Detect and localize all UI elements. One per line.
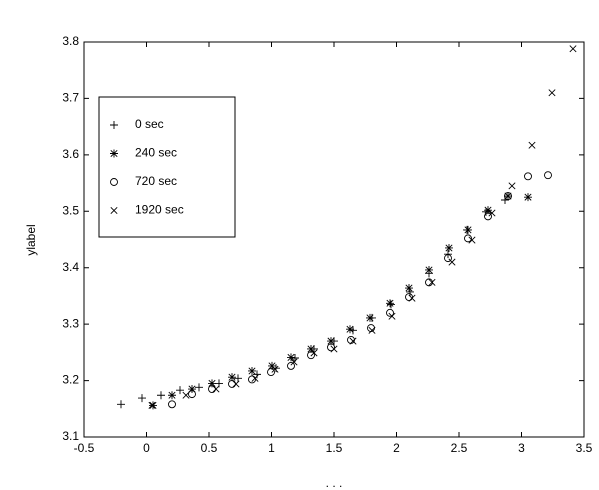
data-point <box>468 236 476 244</box>
data-point <box>569 45 577 53</box>
data-point <box>248 366 256 375</box>
data-point <box>405 284 413 293</box>
data-point <box>428 278 436 286</box>
data-point <box>168 400 176 409</box>
data-point <box>271 365 279 373</box>
y-tick-label: 3.3 <box>62 316 79 330</box>
data-point <box>508 182 516 190</box>
data-point <box>327 337 335 346</box>
data-point <box>346 325 354 334</box>
data-point <box>366 313 374 322</box>
x-tick-label: 0 <box>143 441 150 455</box>
data-point <box>208 379 216 388</box>
data-point <box>307 344 315 353</box>
data-point <box>232 380 240 388</box>
legend-marker <box>110 178 118 186</box>
data-point <box>524 193 532 202</box>
data-point <box>188 390 196 399</box>
data-point <box>287 361 295 370</box>
legend-label: 240 sec <box>135 146 177 160</box>
data-point <box>330 345 338 353</box>
data-point <box>117 400 125 409</box>
y-tick-label: 3.6 <box>62 147 79 161</box>
legend-label: 1920 sec <box>135 203 184 217</box>
data-point <box>368 326 376 334</box>
x-axis-label: . . . <box>326 476 343 490</box>
data-point <box>188 385 196 394</box>
legend-marker <box>110 149 118 158</box>
data-point <box>228 373 236 382</box>
data-point <box>464 234 472 243</box>
data-point <box>444 254 452 263</box>
data-point <box>253 370 261 379</box>
data-point <box>488 209 496 217</box>
legend-label: 0 sec <box>135 117 164 131</box>
data-point <box>548 89 556 97</box>
data-point <box>504 192 512 201</box>
data-point <box>544 171 552 180</box>
data-point <box>195 383 203 392</box>
data-point <box>464 225 472 234</box>
x-tick-label: -0.5 <box>74 441 95 455</box>
data-point <box>234 374 242 383</box>
y-tick-label: 3.5 <box>62 203 79 217</box>
data-point <box>408 294 416 302</box>
y-tick-label: 3.1 <box>62 429 79 443</box>
data-point <box>157 391 165 400</box>
data-point <box>267 368 275 377</box>
data-point <box>445 243 453 252</box>
data-point <box>168 391 176 400</box>
data-point <box>448 258 456 266</box>
legend-marker <box>110 206 118 215</box>
data-point <box>138 394 146 403</box>
data-point <box>524 172 532 181</box>
x-tick-label: 2 <box>393 441 400 455</box>
data-point <box>287 353 295 362</box>
data-point <box>212 385 220 393</box>
data-point <box>504 192 512 200</box>
data-point <box>251 374 259 382</box>
x-tick-label: 3 <box>518 441 525 455</box>
legend-label: 720 sec <box>135 174 177 188</box>
x-tick-label: 2.5 <box>451 441 468 455</box>
data-point <box>149 401 157 410</box>
legend-marker <box>110 121 118 129</box>
data-point <box>388 312 396 320</box>
x-tick-label: 1 <box>268 441 275 455</box>
data-point <box>307 351 315 360</box>
x-tick-label: 3.5 <box>576 441 593 455</box>
data-point <box>484 212 492 221</box>
data-point <box>386 308 394 317</box>
data-point <box>310 349 318 357</box>
data-point <box>327 343 335 352</box>
x-tick-label: 0.5 <box>201 441 218 455</box>
y-tick-label: 3.7 <box>62 91 79 105</box>
data-point <box>182 391 190 399</box>
data-point <box>349 337 357 345</box>
data-point <box>425 265 433 274</box>
data-point <box>148 401 156 409</box>
data-point <box>290 358 298 366</box>
y-tick-label: 3.2 <box>62 373 79 387</box>
y-tick-label: 3.4 <box>62 260 79 274</box>
legend-box <box>98 96 236 238</box>
data-point <box>386 299 394 308</box>
y-axis-label: ylabel <box>24 224 38 255</box>
data-point <box>176 386 184 395</box>
data-point <box>484 206 492 215</box>
x-tick-label: 1.5 <box>326 441 343 455</box>
y-tick-label: 3.8 <box>62 34 79 48</box>
data-point <box>528 141 536 149</box>
